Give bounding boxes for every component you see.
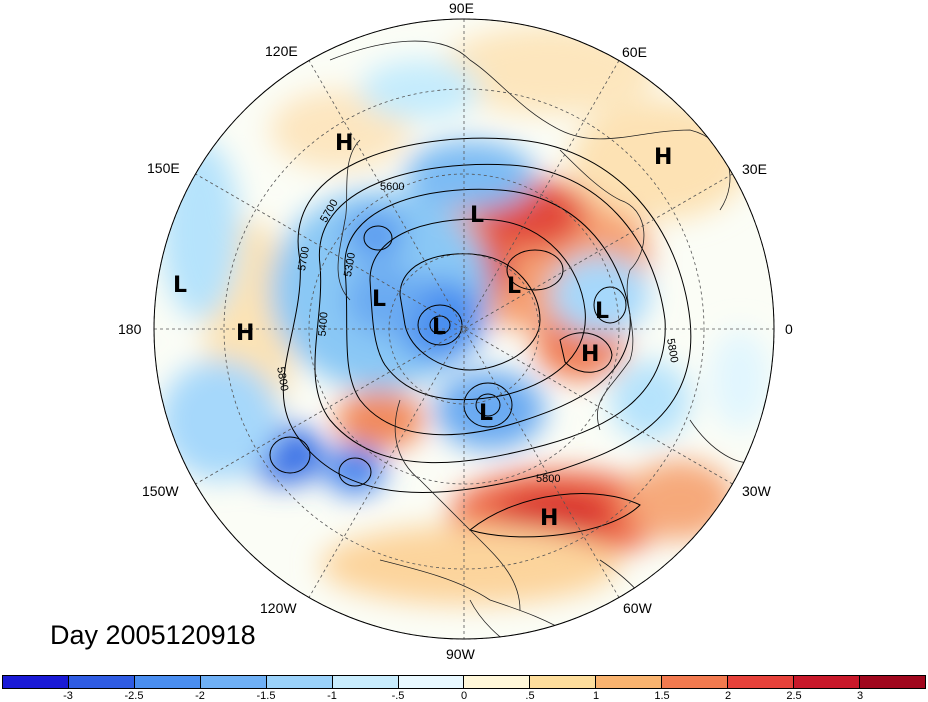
lon-label-90w: 90W (446, 646, 476, 662)
contour-label: 5400 (316, 311, 330, 336)
colorbar-tick-label: 2 (724, 690, 732, 702)
high-marker: H (335, 131, 353, 156)
high-marker: H (236, 321, 254, 346)
colorbar-tick-label: 3 (856, 690, 864, 702)
colorbar-swatch (200, 676, 267, 688)
lon-label-90e: 90E (449, 0, 474, 16)
day-title: Day 2005120918 (50, 620, 256, 650)
lon-label-30w: 30W (742, 483, 772, 499)
contour-label: 5300 (342, 252, 358, 278)
low-marker: L (173, 273, 187, 298)
colorbar-swatch (728, 676, 795, 688)
colorbar-swatch (596, 676, 663, 688)
colorbar-swatch (134, 676, 201, 688)
colorbar-tick-label: -1.5 (256, 690, 276, 702)
polar-map: 5600 5700 5300 5400 5700 5800 5800 5800 … (118, 0, 793, 662)
lon-label-180: 180 (118, 321, 142, 337)
colorbar-swatch (794, 676, 860, 688)
graticule (153, 18, 775, 640)
low-marker: L (479, 401, 493, 426)
contour-labels: 5600 5700 5300 5400 5700 5800 5800 5800 (274, 181, 680, 485)
height-contours (269, 137, 692, 538)
colorbar-tick-label: 1.5 (654, 690, 670, 702)
low-marker: L (595, 299, 609, 324)
colorbar-swatch (398, 676, 465, 688)
lon-label-120e: 120E (265, 43, 298, 59)
high-marker: H (581, 342, 599, 367)
lon-label-30e: 30E (742, 161, 767, 177)
high-marker: H (540, 506, 558, 531)
low-marker: L (470, 203, 484, 228)
colorbar-tick-label: 2.5 (786, 690, 802, 702)
colorbar-swatch (530, 676, 597, 688)
contour-label: 5800 (536, 473, 560, 485)
lon-label-60e: 60E (622, 44, 647, 60)
longitude-labels: 90E 60E 30E 0 30W 60W 90W 120W 150W 180 … (118, 0, 793, 662)
colorbar-tick-label: -3 (63, 690, 73, 702)
lon-label-150e: 150E (147, 160, 180, 176)
contour-label: 5700 (296, 246, 312, 272)
colorbar-swatch (662, 676, 729, 688)
colorbar-swatch (266, 676, 333, 688)
colorbar-tick-label: -2 (195, 690, 205, 702)
contour-label: 5800 (274, 366, 290, 392)
colorbar-tick-label: -.5 (391, 690, 405, 702)
low-marker: L (507, 274, 521, 299)
colorbar-swatch (859, 676, 925, 688)
colorbar-swatch (3, 676, 69, 688)
contour-label: 5600 (380, 181, 404, 193)
colorbar-tick-label: -1 (327, 690, 337, 702)
colorbar-tick-label: .5 (525, 690, 535, 702)
colorbar-tick-label: 1 (592, 690, 600, 702)
low-marker: L (432, 315, 446, 340)
lon-label-60w: 60W (623, 600, 653, 616)
colorbar-tick-label: -2.5 (124, 690, 144, 702)
pressure-systems: H H H H H L L L L L L L (173, 131, 672, 531)
colorbar-labels: -3 -2.5 -2 -1.5 -1 -.5 0 .5 1 1.5 2 2.5 3 (2, 690, 926, 702)
colorbar-swatch (464, 676, 531, 688)
contour-label: 5800 (664, 338, 680, 364)
lon-label-150w: 150W (142, 483, 179, 499)
lon-label-0: 0 (785, 321, 793, 337)
colorbar (2, 675, 926, 689)
colorbar-tick-label: 0 (460, 690, 468, 702)
colorbar-swatch (68, 676, 135, 688)
colorbar-swatch (332, 676, 399, 688)
lon-label-120w: 120W (260, 600, 297, 616)
high-marker: H (654, 145, 672, 170)
low-marker: L (372, 287, 386, 312)
